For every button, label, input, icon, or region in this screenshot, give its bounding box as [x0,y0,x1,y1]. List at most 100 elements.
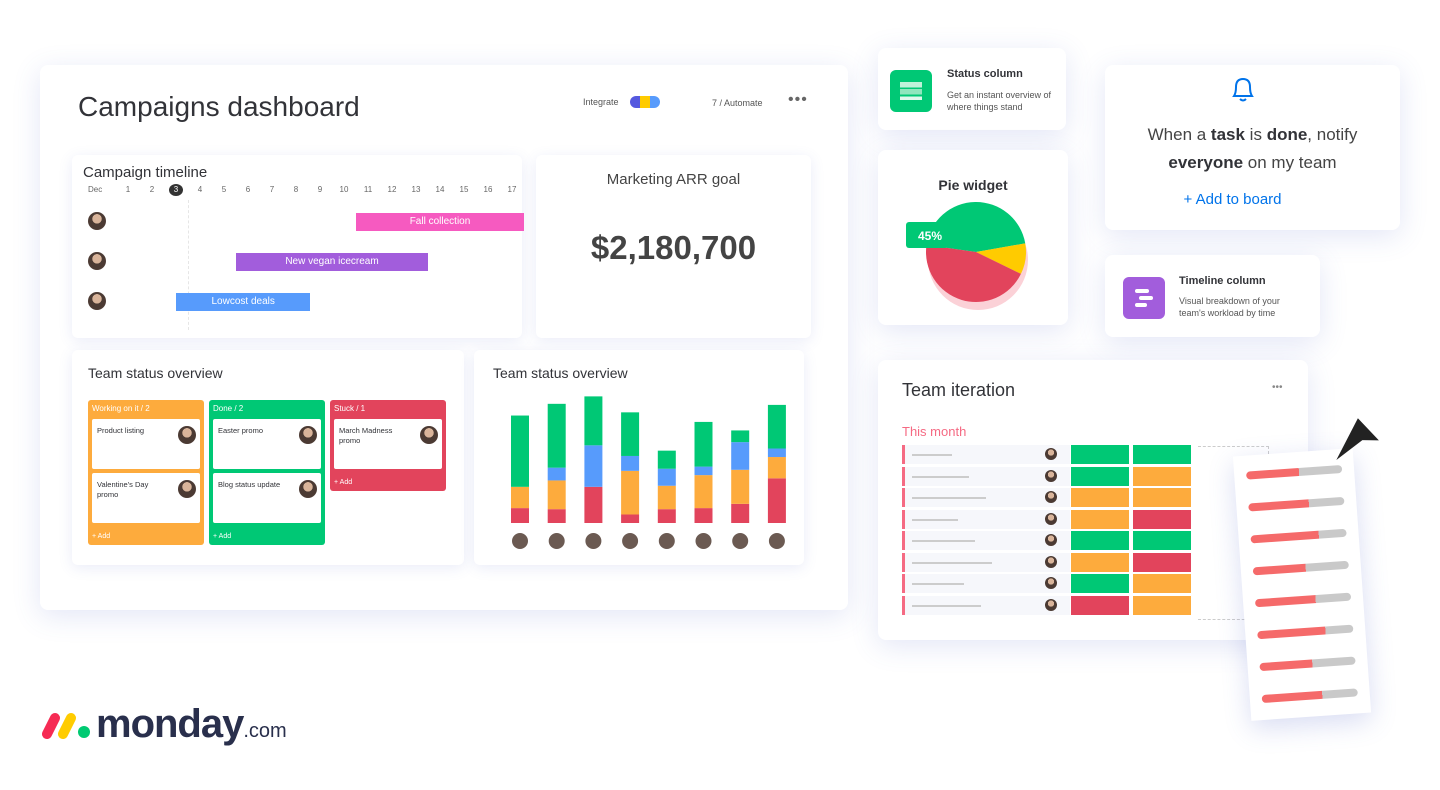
bell-icon [1232,77,1254,102]
bar-segment [731,503,750,523]
avatar [1045,512,1057,525]
add-to-board[interactable]: + Add to board [1183,191,1282,208]
timeline-day: 7 [269,185,275,194]
kanban-card: Product listing [92,419,200,469]
pie-slice [926,245,1021,302]
row-line [912,540,975,542]
status-cell [1133,531,1191,550]
logo-suffix: .com [243,720,287,742]
timeline-day: 3 [169,184,183,196]
status-chart [511,396,786,549]
timeline-day: 9 [317,185,323,194]
status-cell [1133,574,1191,593]
pie-label: 45% [918,229,942,243]
timeline-day: 15 [459,185,469,194]
logo-name: monday.com [96,702,287,747]
avatar [88,252,106,270]
notify-part: task [1210,125,1245,144]
status-cell [1133,509,1191,529]
timeline-icon-line [1135,303,1147,307]
arr-value: $2,180,700 [590,229,757,266]
iteration-row [902,574,1070,593]
arr-panel: Marketing ARR goal $2,180,700 [536,155,811,338]
iteration-menu[interactable]: ••• [1272,382,1283,393]
bar-segment [547,509,566,523]
iteration-row [902,445,1070,464]
bar-segment [621,470,640,515]
timeline-day: 1 [125,185,131,194]
kanban-card-text: March Madness promo [339,426,393,445]
status-chart-panel: Team status overview [474,350,804,565]
avatar [299,480,317,498]
kanban-column-title: Working on it / 2 [92,404,150,413]
dashboard: Campaigns dashboard Integrate 7 / Automa… [40,65,848,610]
avatar [1045,577,1057,589]
kanban-column-title: Done / 2 [213,404,244,413]
bar-segment [547,403,566,468]
bar-segment [767,404,786,449]
pie-slice [926,201,1026,252]
bar-segment [511,486,529,509]
status-cell [1133,466,1191,486]
avatar [548,533,565,549]
timeline-bar: New vegan icecream [236,253,428,271]
pie-label-box [906,222,948,248]
kanban-add[interactable]: + Add [213,533,232,540]
pie-chart: 45% [906,201,1028,310]
menu-dots[interactable]: ••• [788,91,808,108]
kanban-column: Working on it / 2 Product listing Valentin… [88,400,204,545]
timeline-day: 12 [387,185,397,194]
row-line [912,454,952,456]
kanban-card: Blog status update [213,473,321,523]
list-bar [1257,624,1354,640]
timeline-icon-line [1139,296,1153,300]
arr-title: Marketing ARR goal [606,171,741,188]
avatar [1045,491,1057,503]
bar-segment [694,466,713,476]
bar-segment [584,486,603,523]
status-cell [1071,552,1129,572]
kanban-column-title: Stuck / 1 [334,404,366,413]
dashboard-title: Campaigns dashboard [78,91,360,122]
kanban-card: Easter promo [213,419,321,469]
kanban-title: Team status overview [88,365,223,381]
automate[interactable]: 7 / Automate [712,98,763,108]
integrate[interactable]: Integrate [583,97,619,107]
row-line [912,497,986,499]
timeline-bar-label: New vegan icecream [285,256,379,267]
kanban-card: Valentine's Day promo [92,473,200,523]
status-cell [1133,595,1191,615]
status-cell [1071,531,1129,550]
timeline-day: 2 [149,185,155,194]
kanban-add[interactable]: + Add [92,533,111,540]
notify-part: , notify [1307,125,1358,144]
row-line [912,518,958,521]
row-line [912,475,969,478]
bar-segment [621,455,640,471]
bar-segment [657,468,676,486]
timeline-title: Campaign timeline [83,164,208,181]
timeline-widget-desc: Visual breakdown of your team's workload… [1179,296,1280,318]
bar-segment [767,478,786,523]
timeline-panel: Campaign timeline Dec 1 2 3 4 5 6 7 8 9 10 11 12 13 1… [72,155,524,338]
bar-segment [511,508,529,523]
today-line [188,200,189,330]
avatar [178,480,196,498]
iteration-subtitle: This month [902,424,967,439]
avatar [585,533,602,549]
iteration-row [902,531,1070,550]
notify-part: on my team [1243,153,1337,172]
avatar [512,533,528,549]
timeline-bar-label: Fall collection [409,216,471,227]
kanban-add[interactable]: + Add [334,479,353,486]
timeline-icon-line [1135,289,1149,293]
status-icon-glyph [900,82,922,100]
row-line [912,561,992,564]
avatar [658,533,675,549]
status-cell [1071,445,1129,464]
status-cell [1071,488,1129,507]
row-line [912,583,964,585]
status-cell [1071,466,1129,486]
kanban-card-text: Valentine's Day promo [97,480,149,499]
